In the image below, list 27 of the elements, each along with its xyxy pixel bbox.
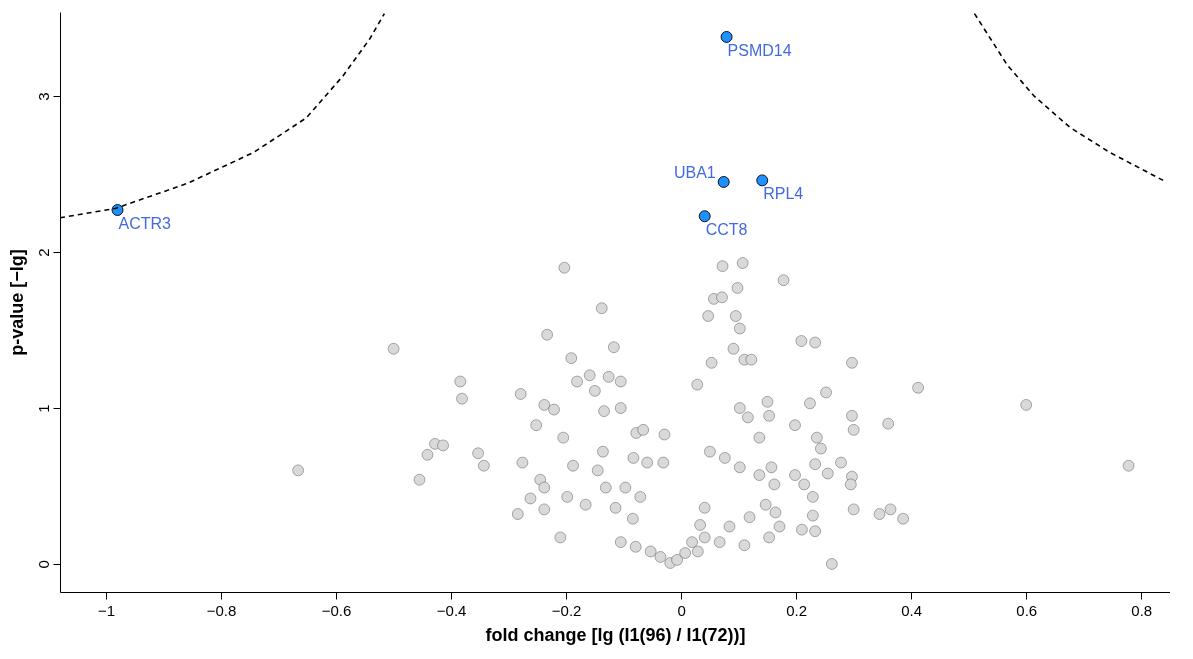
- point: [720, 30, 733, 43]
- point: [111, 204, 124, 216]
- x-tick-label: 0: [677, 601, 686, 619]
- point: [756, 174, 769, 187]
- annotation: UBA1: [673, 163, 716, 181]
- y-tick-label: 2: [34, 248, 52, 257]
- y-tick-label: 3: [34, 92, 52, 101]
- x-axis-title: fold change [lg (I1(96) / I1(72))]: [485, 624, 746, 645]
- x-tick-label: 0.2: [786, 601, 808, 619]
- point: [717, 175, 730, 188]
- line-series: [973, 12, 1164, 182]
- y-tick-label: 0: [34, 560, 52, 569]
- x-tick-label: 0.4: [901, 601, 923, 619]
- x-tick-label: 0.6: [1016, 601, 1038, 619]
- y-tick-label: 1: [34, 404, 52, 413]
- annotation: CCT8: [705, 221, 748, 239]
- x-tick-label: −1: [97, 601, 116, 619]
- x-tick-label: −0.2: [551, 601, 582, 619]
- x-tick-label: −0.6: [321, 601, 352, 619]
- point: [698, 210, 711, 223]
- annotation: RPL4: [763, 185, 804, 203]
- x-tick-label: 0.8: [1131, 601, 1153, 619]
- annotation: PSMD14: [727, 41, 792, 59]
- x-tick-label: −0.4: [436, 601, 467, 619]
- x-tick-label: −0.8: [206, 601, 237, 619]
- annotation: ACTR3: [118, 215, 172, 233]
- y-axis-title: p-value [−lg]: [6, 249, 27, 356]
